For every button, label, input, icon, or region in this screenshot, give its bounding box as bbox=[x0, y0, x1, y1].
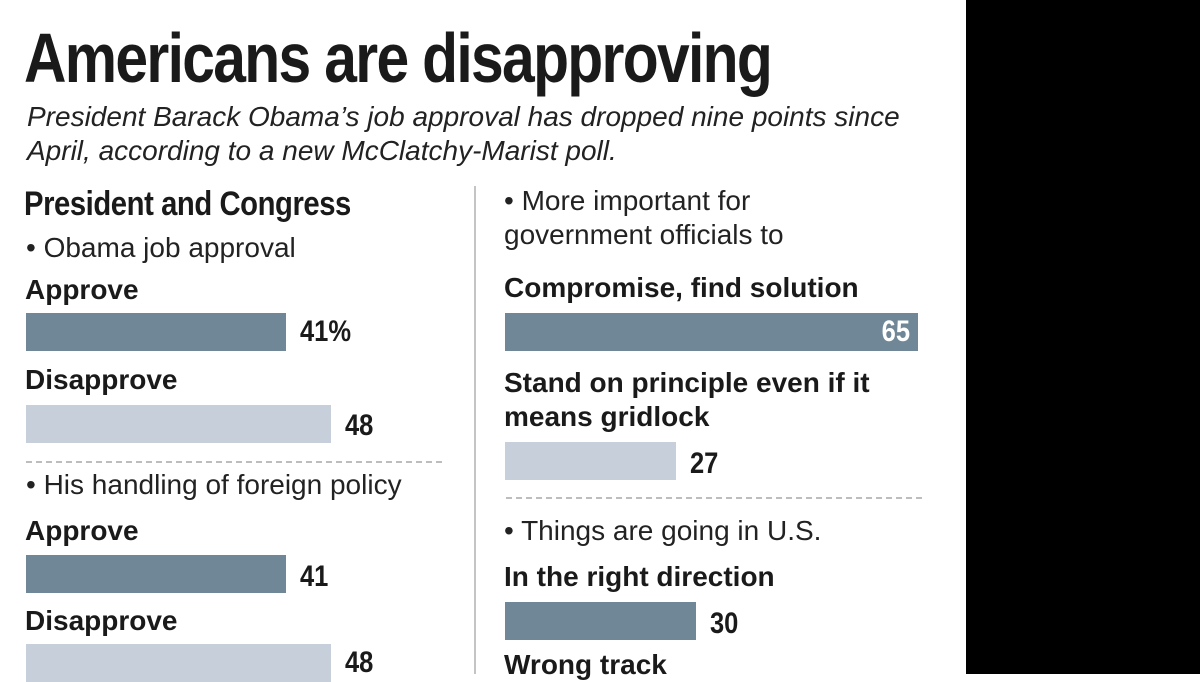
bar-right-direction bbox=[505, 602, 696, 640]
chart-subtitle: President Barack Obama’s job approval ha… bbox=[27, 101, 900, 166]
question-job-approval: • Obama job approval bbox=[26, 232, 296, 263]
value-job-approve: 41% bbox=[300, 315, 352, 348]
question-foreign-policy: • His handling of foreign policy bbox=[26, 469, 402, 500]
bar-foreign-approve bbox=[26, 555, 287, 593]
label-job-disapprove: Disapprove bbox=[25, 364, 178, 395]
black-side-panel bbox=[966, 0, 1200, 674]
label-right-direction: In the right direction bbox=[504, 561, 775, 592]
label-foreign-disapprove: Disapprove bbox=[25, 605, 178, 636]
question-direction: • Things are going in U.S. bbox=[504, 515, 822, 546]
bar-job-approve bbox=[26, 313, 287, 351]
bar-job-disapprove bbox=[26, 405, 331, 443]
chart-title: Americans are disapproving bbox=[24, 19, 773, 97]
question-more-important: • More important for government official… bbox=[504, 185, 784, 250]
label-stand-on-principle: Stand on principle even if it means grid… bbox=[504, 367, 870, 432]
label-compromise: Compromise, find solution bbox=[504, 272, 859, 303]
value-job-disapprove: 48 bbox=[344, 409, 374, 442]
value-stand-on-principle: 27 bbox=[690, 447, 719, 480]
bar-compromise bbox=[505, 313, 918, 351]
bar-foreign-disapprove bbox=[26, 644, 331, 682]
value-foreign-approve: 41 bbox=[300, 560, 329, 593]
bar-stand-on-principle bbox=[505, 442, 677, 480]
value-foreign-disapprove: 48 bbox=[344, 646, 374, 679]
section-divider-left bbox=[26, 461, 442, 463]
value-right-direction: 30 bbox=[709, 607, 738, 640]
label-foreign-approve: Approve bbox=[25, 515, 139, 546]
section-heading: President and Congress bbox=[24, 185, 351, 223]
value-compromise: 65 bbox=[881, 315, 910, 348]
column-divider bbox=[474, 186, 476, 674]
section-divider-right bbox=[506, 497, 922, 499]
label-wrong-track: Wrong track bbox=[504, 649, 667, 680]
label-job-approve: Approve bbox=[25, 274, 139, 305]
